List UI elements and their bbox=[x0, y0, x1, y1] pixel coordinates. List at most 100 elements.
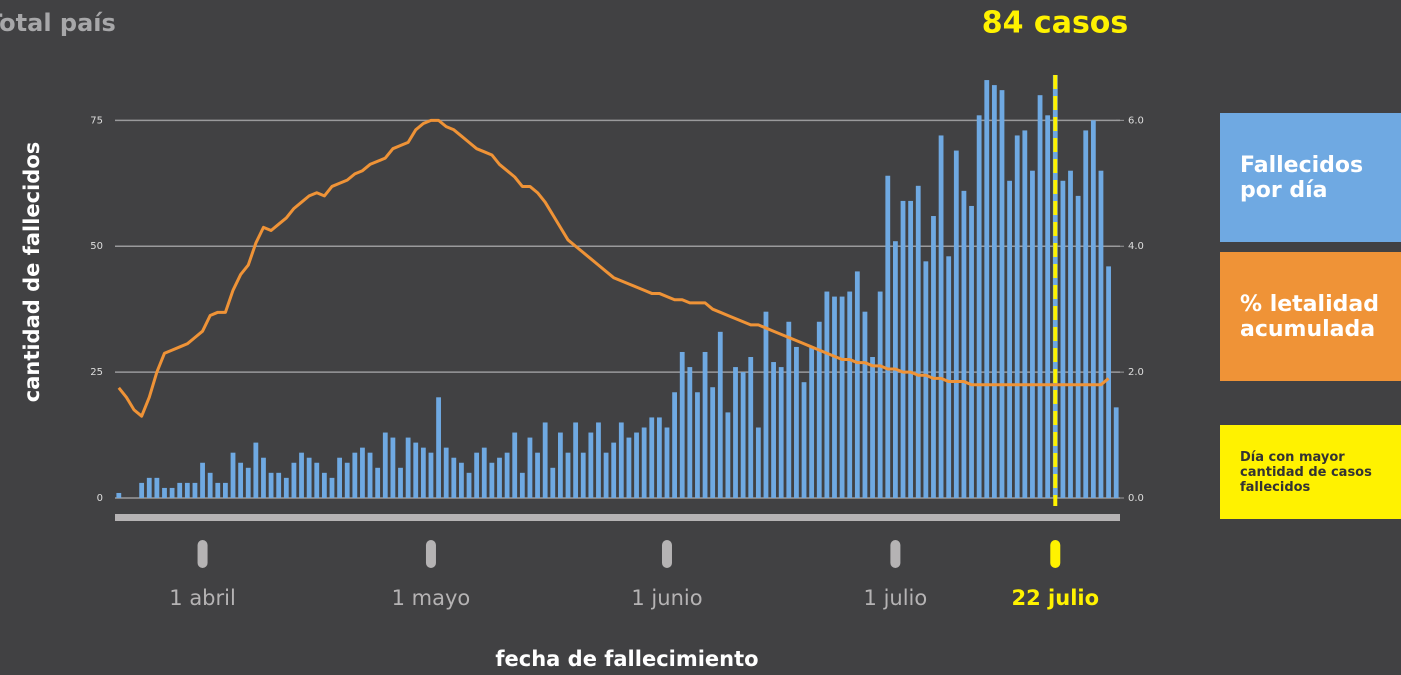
bar bbox=[778, 367, 784, 498]
bar bbox=[847, 291, 853, 498]
y-tick-label: 50 bbox=[90, 241, 103, 252]
x-axis-bar bbox=[115, 514, 1120, 521]
bar bbox=[809, 346, 815, 498]
bar bbox=[1007, 180, 1013, 498]
bar bbox=[717, 331, 723, 498]
bar bbox=[344, 462, 350, 498]
bar bbox=[801, 382, 807, 498]
bar bbox=[352, 452, 358, 498]
bar bbox=[291, 462, 297, 498]
bar bbox=[268, 472, 274, 498]
bar bbox=[740, 372, 746, 498]
bar bbox=[832, 296, 837, 498]
bar bbox=[443, 447, 449, 498]
bar bbox=[923, 261, 929, 498]
bar bbox=[535, 452, 540, 498]
y2-tick-label: 0.0 bbox=[1128, 493, 1144, 504]
line bbox=[117, 118, 1110, 418]
bar bbox=[459, 462, 464, 498]
bar bbox=[611, 442, 617, 498]
bar bbox=[908, 200, 914, 498]
bar bbox=[672, 392, 678, 498]
legend-orange: % letalidad acumulada bbox=[1220, 252, 1401, 381]
bar bbox=[931, 216, 936, 498]
annotation: 84 casos bbox=[982, 6, 1129, 41]
bar bbox=[474, 452, 480, 498]
y-tick-label: 0 bbox=[97, 493, 103, 504]
bar bbox=[512, 432, 518, 498]
x-tick-label: 1 julio bbox=[864, 586, 928, 610]
bar bbox=[771, 362, 776, 498]
bar bbox=[763, 311, 769, 498]
bar bbox=[398, 467, 403, 498]
bar bbox=[969, 205, 974, 498]
bar bbox=[253, 442, 259, 498]
bar bbox=[1106, 266, 1111, 498]
x-axis-label: fecha de fallecimiento bbox=[495, 647, 758, 671]
bar bbox=[497, 457, 502, 498]
bar bbox=[755, 427, 761, 498]
x-tick bbox=[661, 540, 672, 568]
bar bbox=[139, 482, 145, 498]
x-tick bbox=[890, 540, 901, 568]
bar bbox=[390, 437, 396, 498]
bar bbox=[238, 462, 244, 498]
bar bbox=[306, 457, 312, 498]
bar bbox=[207, 472, 213, 498]
bar bbox=[420, 447, 426, 498]
bar bbox=[679, 351, 685, 498]
x-tick-label: 1 abril bbox=[169, 586, 236, 610]
x-tick bbox=[425, 540, 436, 568]
bar bbox=[991, 85, 997, 498]
bar bbox=[169, 487, 175, 498]
bar bbox=[405, 437, 411, 498]
bar bbox=[314, 462, 320, 498]
bar bbox=[634, 432, 639, 498]
bar bbox=[146, 477, 152, 498]
bar bbox=[367, 452, 373, 498]
bar bbox=[580, 452, 586, 498]
bar bbox=[786, 321, 792, 498]
bar bbox=[527, 437, 533, 498]
bar bbox=[466, 472, 472, 498]
bar bbox=[413, 442, 419, 498]
bar bbox=[816, 321, 822, 498]
bar bbox=[1037, 95, 1043, 499]
bar bbox=[618, 422, 624, 498]
bar bbox=[542, 422, 548, 498]
legend-label: Fallecidos por día bbox=[1240, 152, 1364, 203]
bar bbox=[177, 482, 183, 498]
x-tick bbox=[1050, 540, 1061, 568]
bar bbox=[116, 492, 122, 498]
bar bbox=[329, 477, 335, 498]
chart-title: Total país bbox=[0, 9, 116, 37]
bar bbox=[565, 452, 571, 498]
bar bbox=[641, 427, 647, 498]
y-tick-label: 25 bbox=[90, 367, 103, 378]
bar bbox=[794, 346, 799, 498]
bar bbox=[550, 467, 556, 498]
bar bbox=[877, 291, 883, 498]
bar bbox=[428, 452, 434, 498]
bar bbox=[725, 412, 731, 498]
y-axis-label: cantidad de fallecidos bbox=[20, 142, 44, 403]
bar bbox=[283, 477, 289, 498]
bar bbox=[1098, 170, 1104, 499]
bar bbox=[436, 397, 441, 498]
bar bbox=[1090, 120, 1096, 499]
bar bbox=[885, 175, 891, 498]
x-tick-label: 22 julio bbox=[1012, 586, 1100, 610]
bar bbox=[245, 467, 251, 498]
bar bbox=[200, 462, 205, 498]
bar bbox=[999, 90, 1005, 498]
bar bbox=[337, 457, 343, 498]
bar bbox=[626, 437, 632, 498]
bar bbox=[854, 271, 860, 498]
bar bbox=[603, 452, 609, 498]
y2-tick-label: 2.0 bbox=[1128, 367, 1144, 378]
bar bbox=[504, 452, 510, 498]
legend-blue: Fallecidos por día bbox=[1220, 113, 1401, 242]
y2-tick-label: 4.0 bbox=[1128, 241, 1144, 252]
bar bbox=[375, 467, 381, 498]
